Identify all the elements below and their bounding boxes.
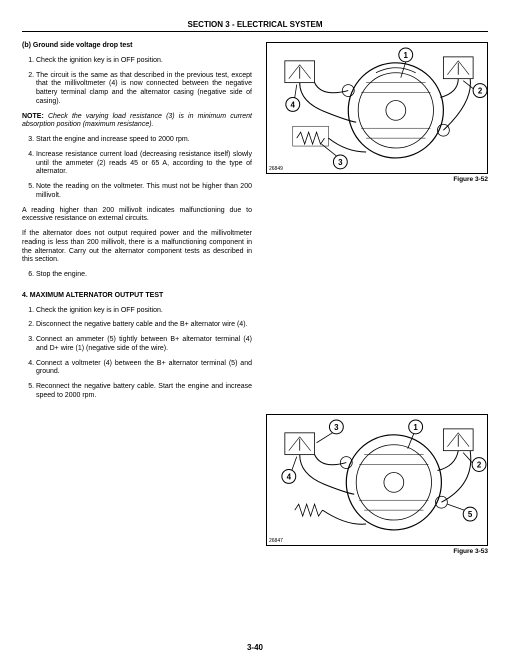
figure-3-52: 1 2 3 4 26849 (266, 42, 488, 174)
step: Connect an ammeter (5) tightly between B… (36, 336, 252, 354)
subsection-title: (b) Ground side voltage drop test (22, 42, 252, 51)
svg-text:4: 4 (291, 100, 296, 109)
content-area: 1 2 3 4 26849 Figure 3-52 (22, 42, 488, 401)
step: Start the engine and increase speed to 2… (36, 136, 252, 145)
figure-caption-2: Figure 3-53 (453, 548, 488, 555)
figure-ref: 26849 (269, 166, 283, 172)
figure-caption-1: Figure 3-52 (453, 176, 488, 183)
svg-text:4: 4 (287, 472, 292, 481)
step: Disconnect the negative battery cable an… (36, 321, 252, 330)
figure-3-53: 1 2 3 4 5 26847 (266, 414, 488, 546)
step: The circuit is the same as that describe… (36, 72, 252, 107)
step: Stop the engine. (36, 271, 252, 280)
svg-text:5: 5 (468, 510, 473, 519)
step: Note the reading on the voltmeter. This … (36, 183, 252, 201)
paragraph: A reading higher than 200 millivolt indi… (22, 207, 252, 225)
svg-text:2: 2 (478, 87, 483, 96)
svg-text:3: 3 (338, 158, 343, 167)
svg-text:2: 2 (477, 461, 482, 470)
svg-text:3: 3 (334, 423, 339, 432)
alternator-diagram-icon: 1 2 3 4 (267, 43, 487, 174)
step: Increase resistance current load (decrea… (36, 151, 252, 177)
page-number: 3-40 (0, 643, 510, 652)
step: Check the ignition key is in OFF positio… (36, 307, 252, 316)
section-header: SECTION 3 - ELECTRICAL SYSTEM (22, 20, 488, 32)
alternator-diagram-icon: 1 2 3 4 5 (267, 415, 487, 546)
svg-text:1: 1 (404, 51, 409, 60)
figure-ref: 26847 (269, 538, 283, 544)
note: NOTE: Check the varying load resistance … (22, 113, 252, 131)
step: Check the ignition key is in OFF positio… (36, 57, 252, 66)
section-title: 4. MAXIMUM ALTERNATOR OUTPUT TEST (22, 292, 252, 301)
page: SECTION 3 - ELECTRICAL SYSTEM (0, 0, 510, 662)
svg-text:1: 1 (413, 423, 418, 432)
step: Reconnect the negative battery cable. St… (36, 383, 252, 401)
body-text: (b) Ground side voltage drop test Check … (22, 42, 252, 401)
step: Connect a voltmeter (4) between the B+ a… (36, 360, 252, 378)
paragraph: If the alternator does not output requir… (22, 230, 252, 265)
